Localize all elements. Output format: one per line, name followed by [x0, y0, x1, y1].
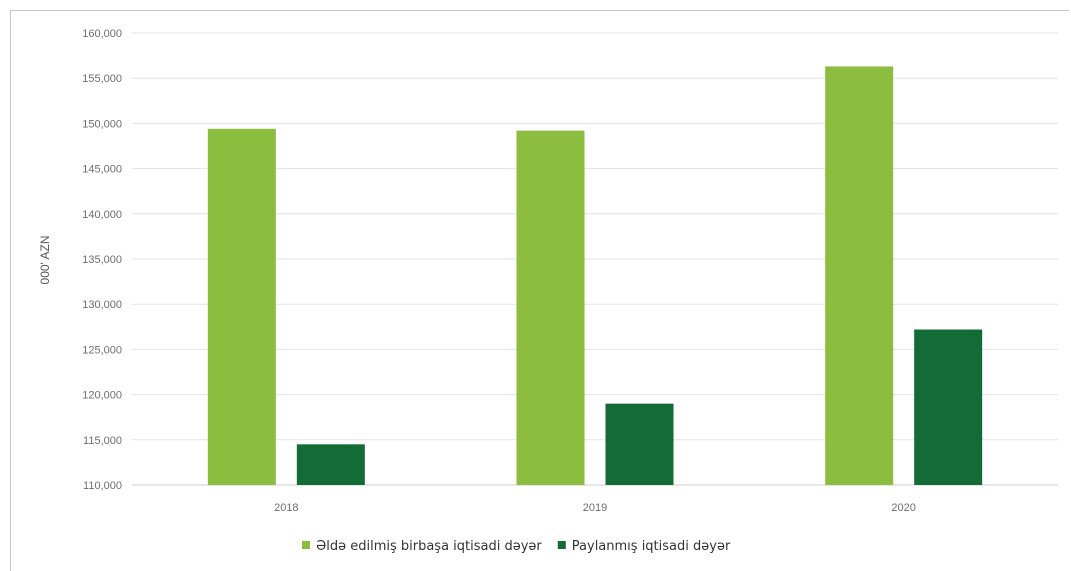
x-tick-label: 2018: [274, 502, 298, 514]
y-tick-label: 135,000: [82, 254, 122, 266]
bar-series1-2020: [825, 66, 894, 485]
legend-swatch-series2: [557, 541, 566, 549]
y-tick-label: 115,000: [83, 435, 122, 447]
bar-series2-2019: [605, 403, 674, 485]
legend-label-series2: Paylanmış iqtisadi dəyər: [572, 539, 731, 554]
x-tick-label: 2019: [583, 502, 607, 514]
x-axis-ticks: 2018 2019 2020: [274, 502, 916, 514]
y-tick-label: 130,000: [82, 299, 122, 311]
bar-series2-2020: [914, 329, 983, 485]
y-tick-label: 160,000: [82, 28, 122, 40]
bar-series1-2018: [207, 128, 276, 485]
y-tick-label: 145,000: [82, 164, 122, 176]
y-tick-label: 110,000: [83, 480, 122, 492]
y-tick-label: 140,000: [82, 209, 122, 221]
y-axis-ticks: 110,000 115,000 120,000 125,000 130,000 135,0…: [82, 28, 122, 492]
y-tick-label: 120,000: [82, 390, 122, 402]
y-tick-label: 125,000: [82, 344, 122, 356]
legend-label-series1: Əldə edilmiş birbaşa iqtisadi dəyər: [316, 539, 542, 554]
y-axis-title: 000' AZN: [38, 236, 52, 285]
y-tick-label: 150,000: [82, 118, 122, 130]
x-tick-label: 2020: [891, 502, 915, 514]
bar-series1-2019: [516, 130, 585, 485]
bars: [207, 66, 983, 485]
gridlines: [132, 32, 1058, 486]
legend-swatch-series1: [302, 541, 310, 549]
bar-series2-2018: [296, 444, 365, 485]
y-tick-label: 155,000: [82, 73, 122, 85]
legend: Əldə edilmiş birbaşa iqtisadi dəyər Payla…: [302, 539, 731, 554]
